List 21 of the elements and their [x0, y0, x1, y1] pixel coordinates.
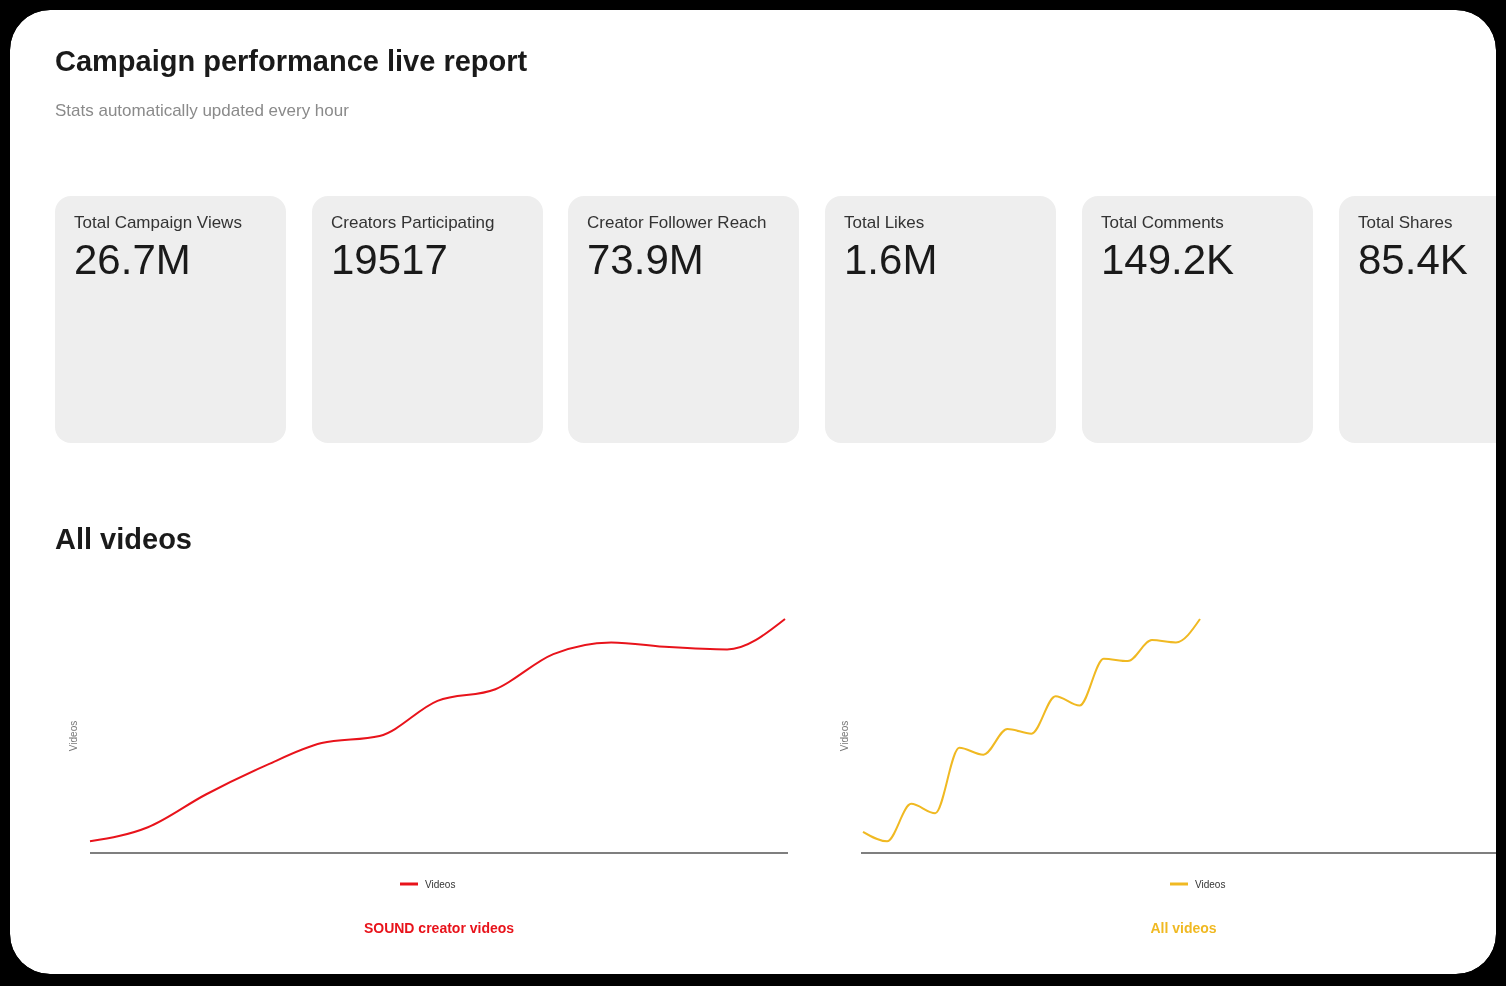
category-label: Total Likes	[844, 213, 925, 232]
category-label: Total Campaign Views	[74, 213, 242, 232]
legend-label: Videos	[425, 879, 456, 890]
text: 19517	[331, 236, 448, 283]
text: 73.9M	[587, 236, 704, 283]
text: All videos	[1150, 920, 1217, 936]
y-axis-title: Videos	[839, 720, 850, 752]
category-label: Creators Participating	[331, 213, 495, 232]
text: 85.4K	[1358, 236, 1468, 283]
text: SOUND creator videos	[363, 920, 515, 936]
text: All videos	[55, 523, 192, 555]
text: Stats automatically updated every hour	[55, 101, 350, 120]
text: 26.7M	[74, 236, 191, 283]
category-label: Total Comments	[1101, 213, 1224, 232]
text: 1.6M	[844, 236, 938, 283]
category-label: Total Shares	[1358, 213, 1453, 232]
text: 149.2K	[1101, 236, 1235, 283]
text: Campaign performance live report	[55, 45, 528, 77]
y-axis-title: Videos	[68, 720, 79, 752]
category-label: Creator Follower Reach	[587, 213, 767, 232]
legend-label: Videos	[1195, 879, 1226, 890]
